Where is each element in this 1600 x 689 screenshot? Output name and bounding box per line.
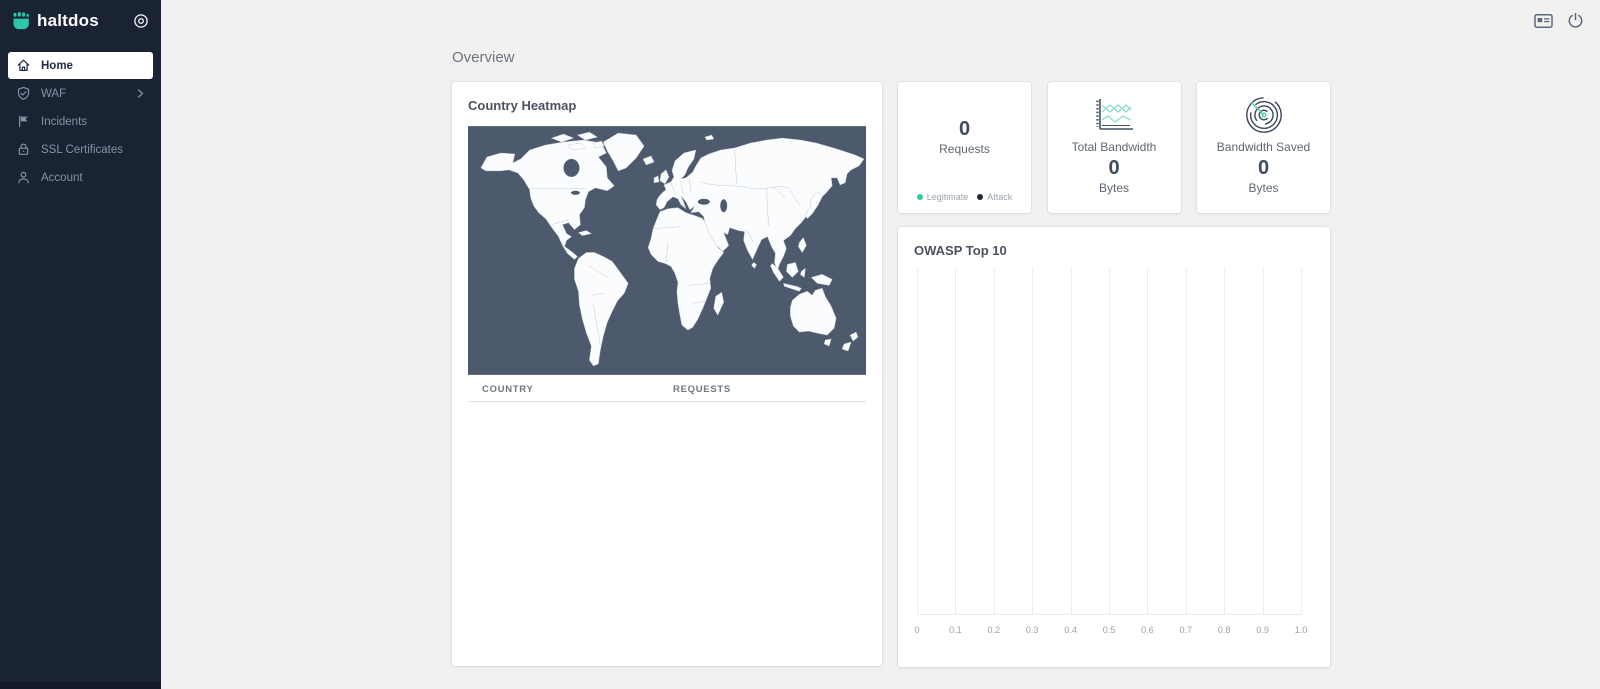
home-icon: [16, 58, 31, 73]
x-tick-label: 0.2: [987, 625, 1001, 635]
gridline: [1301, 268, 1302, 614]
bandwidth-saved-title: Bandwidth Saved: [1216, 140, 1311, 154]
owasp-top10-card: OWASP Top 10 0 0.1 0.2 0.3 0.4 0.5 0.6 0.7 0.8 0.…: [898, 227, 1330, 667]
x-tick-label: 0.8: [1217, 625, 1231, 635]
sidebar-item-label: WAF: [41, 87, 67, 100]
chevron-right-icon: [136, 89, 145, 98]
requests-stat-card: 0 Requests Legitimate Attack: [898, 82, 1031, 213]
power-icon[interactable]: [1567, 12, 1584, 29]
requests-label: Requests: [939, 142, 990, 156]
gridline: [955, 268, 957, 614]
shield-icon: [16, 86, 31, 101]
requests-legend: Legitimate Attack: [916, 192, 1012, 202]
spiral-icon: [1243, 94, 1285, 136]
target-icon[interactable]: [133, 13, 149, 29]
page-title: Overview: [452, 49, 515, 66]
app-logo-text: haltdos: [37, 11, 99, 30]
x-tick-label: 0.1: [949, 625, 962, 635]
gridline: [1032, 268, 1034, 614]
main-content: Overview Country Heatmap: [452, 50, 1330, 667]
x-tick-label: 0.7: [1179, 625, 1193, 635]
sidebar: haltdos Home: [0, 0, 161, 689]
gridline: [1185, 268, 1187, 614]
legitimate-dot: [916, 194, 923, 200]
legend-item-legitimate: Legitimate: [916, 192, 969, 202]
total-bandwidth-value: 0: [1108, 157, 1120, 179]
legend-label: Legitimate: [926, 192, 969, 202]
legend-item-attack: Attack: [977, 192, 1012, 202]
gridline: [1224, 268, 1226, 614]
sidebar-item-label: Home: [41, 59, 73, 72]
country-heatmap-card: Country Heatmap: [452, 82, 882, 666]
gridline: [1262, 268, 1264, 614]
attack-dot: [977, 194, 984, 200]
user-icon: [16, 170, 31, 185]
sidebar-item-account[interactable]: Account: [8, 164, 153, 191]
profile-card-icon[interactable]: [1534, 13, 1553, 29]
bandwidth-saved-card: Bandwidth Saved 0 Bytes: [1197, 82, 1330, 213]
sidebar-item-ssl-certificates[interactable]: SSL Certificates: [8, 136, 153, 163]
topbar-actions: [1534, 12, 1584, 29]
gridline: [917, 268, 918, 614]
sidebar-item-label: Incidents: [41, 115, 88, 128]
bandwidth-chart-icon: [1092, 94, 1136, 136]
x-tick-label: 0.4: [1064, 625, 1077, 635]
sidebar-item-label: SSL Certificates: [41, 143, 124, 156]
gridline: [1109, 268, 1110, 614]
flag-icon: [16, 114, 31, 129]
x-tick-label: 0.6: [1141, 625, 1154, 635]
total-bandwidth-title: Total Bandwidth: [1071, 140, 1157, 154]
bandwidth-saved-value: 0: [1257, 157, 1270, 179]
sidebar-item-home[interactable]: Home: [8, 52, 153, 79]
gridline: [1147, 268, 1149, 614]
world-map[interactable]: [468, 126, 866, 375]
heatmap-table-header: Country Requests: [468, 375, 866, 402]
owasp-axis: 0 0.1 0.2 0.3 0.4 0.5 0.6 0.7 0.8 0.9 1.0: [914, 625, 1307, 637]
x-tick-label: 0.3: [1025, 625, 1039, 635]
lock-icon: [16, 142, 31, 157]
total-bandwidth-unit: Bytes: [1098, 181, 1129, 195]
gridline: [1070, 268, 1072, 614]
column-header-requests: Requests: [673, 384, 731, 395]
sidebar-item-waf[interactable]: WAF: [8, 80, 153, 107]
owasp-plot: [917, 268, 1302, 615]
logo-row: haltdos: [0, 0, 161, 41]
x-tick-label: 1.0: [1294, 625, 1308, 635]
column-header-country: Country: [482, 384, 534, 395]
legend-label: Attack: [987, 192, 1013, 202]
haltdos-logo-icon: [11, 11, 31, 31]
sidebar-nav: Home WAF Incide: [0, 52, 161, 191]
bandwidth-saved-unit: Bytes: [1248, 181, 1279, 195]
x-tick-label: 0: [914, 625, 920, 635]
x-tick-label: 0.5: [1102, 625, 1116, 635]
x-tick-label: 0.9: [1256, 625, 1269, 635]
country-heatmap-title: Country Heatmap: [468, 98, 577, 113]
gridline: [993, 268, 995, 614]
sidebar-footer-strip: [0, 682, 161, 689]
requests-value: 0: [958, 118, 971, 140]
sidebar-item-label: Account: [41, 171, 83, 184]
owasp-title: OWASP Top 10: [914, 243, 1007, 258]
sidebar-item-incidents[interactable]: Incidents: [8, 108, 153, 135]
total-bandwidth-card: Total Bandwidth 0 Bytes: [1047, 82, 1181, 213]
